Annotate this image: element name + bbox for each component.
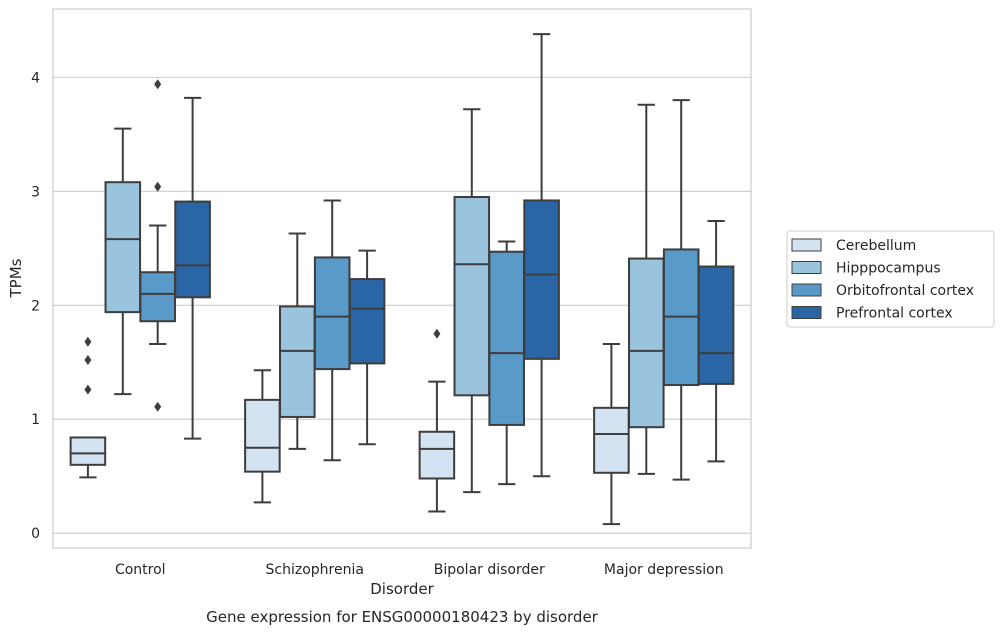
box: [453, 196, 491, 397]
y-tick-label: 4: [31, 70, 40, 86]
box: [104, 181, 142, 314]
legend-swatch: [791, 283, 822, 297]
x-axis-label: Disorder: [370, 580, 434, 598]
y-tick-label: 0: [31, 526, 40, 542]
box: [348, 278, 386, 365]
outlier-point: [84, 384, 92, 395]
box-group: [418, 328, 456, 513]
y-tick-label: 3: [31, 184, 40, 200]
box: [313, 256, 351, 371]
box-group: [174, 96, 211, 440]
outlier-point: [154, 181, 162, 192]
box-group: [628, 103, 665, 475]
legend: Cerebellum Hipppocampus Orbitofrontal cort…: [786, 230, 995, 328]
box: [697, 265, 735, 385]
box-group: [662, 99, 700, 481]
axis-layer: 0 1 2 3 4 Control Schizophrenia Bipolar disorde…: [31, 70, 724, 578]
legend-label: Hipppocampus: [836, 261, 941, 277]
box-layer: [69, 33, 735, 526]
box-group: [69, 336, 107, 479]
box-group: [244, 369, 281, 504]
box: [174, 200, 211, 299]
legend-swatch: [791, 261, 822, 274]
box: [279, 305, 316, 418]
legend-label: Orbitofrontal cortex: [836, 283, 974, 299]
y-tick-label: 1: [31, 412, 40, 428]
box-group: [348, 249, 386, 446]
legend-label: Prefrontal cortex: [836, 306, 953, 322]
box-group: [523, 33, 560, 478]
box-group: [279, 232, 316, 450]
box-group: [453, 108, 491, 494]
box-group: [313, 199, 351, 462]
box: [69, 436, 107, 466]
box: [523, 199, 560, 360]
box-group: [104, 127, 142, 396]
box: [418, 430, 456, 480]
box: [628, 257, 665, 429]
chart-caption: Gene expression for ENSG00000180423 by d…: [206, 608, 599, 626]
x-tick-label: Schizophrenia: [266, 562, 364, 578]
outlier-point: [433, 328, 441, 339]
box-group: [697, 219, 735, 463]
outlier-point: [84, 354, 92, 365]
outlier-point: [154, 79, 162, 90]
x-tick-label: Bipolar disorder: [434, 562, 545, 578]
box: [244, 398, 281, 473]
box: [139, 271, 176, 323]
box-group: [593, 343, 630, 526]
outlier-point: [154, 401, 162, 412]
x-tick-label: Control: [115, 562, 166, 578]
y-axis-label: TPMs: [7, 258, 25, 298]
plot-frame: [52, 8, 752, 549]
legend-label: Cerebellum: [836, 238, 916, 254]
box-group: [488, 240, 525, 486]
box-group: [139, 79, 176, 412]
box: [488, 250, 525, 426]
y-tick-label: 2: [31, 298, 40, 314]
legend-swatch: [791, 306, 822, 319]
legend-frame: [786, 230, 995, 328]
legend-swatch: [791, 238, 822, 252]
box: [593, 406, 630, 474]
x-tick-label: Major depression: [604, 562, 724, 578]
outlier-point: [84, 336, 92, 347]
